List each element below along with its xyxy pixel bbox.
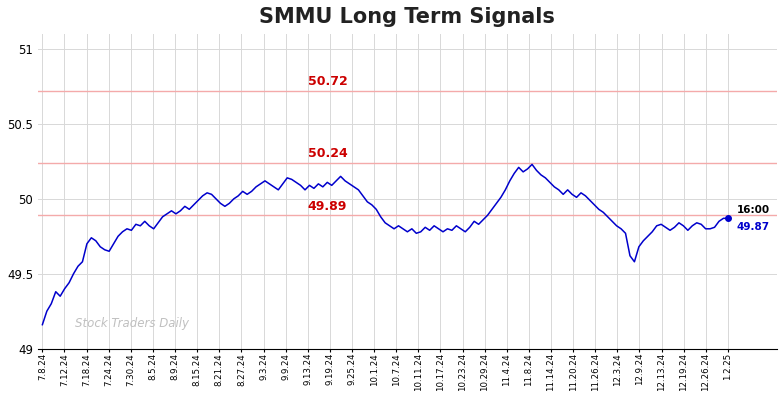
Text: 50.72: 50.72 xyxy=(308,75,347,88)
Text: 49.87: 49.87 xyxy=(737,222,770,232)
Title: SMMU Long Term Signals: SMMU Long Term Signals xyxy=(260,7,555,27)
Text: 50.24: 50.24 xyxy=(308,147,347,160)
Text: 49.89: 49.89 xyxy=(308,200,347,213)
Text: Stock Traders Daily: Stock Traders Daily xyxy=(75,317,189,330)
Text: 16:00: 16:00 xyxy=(737,205,770,215)
